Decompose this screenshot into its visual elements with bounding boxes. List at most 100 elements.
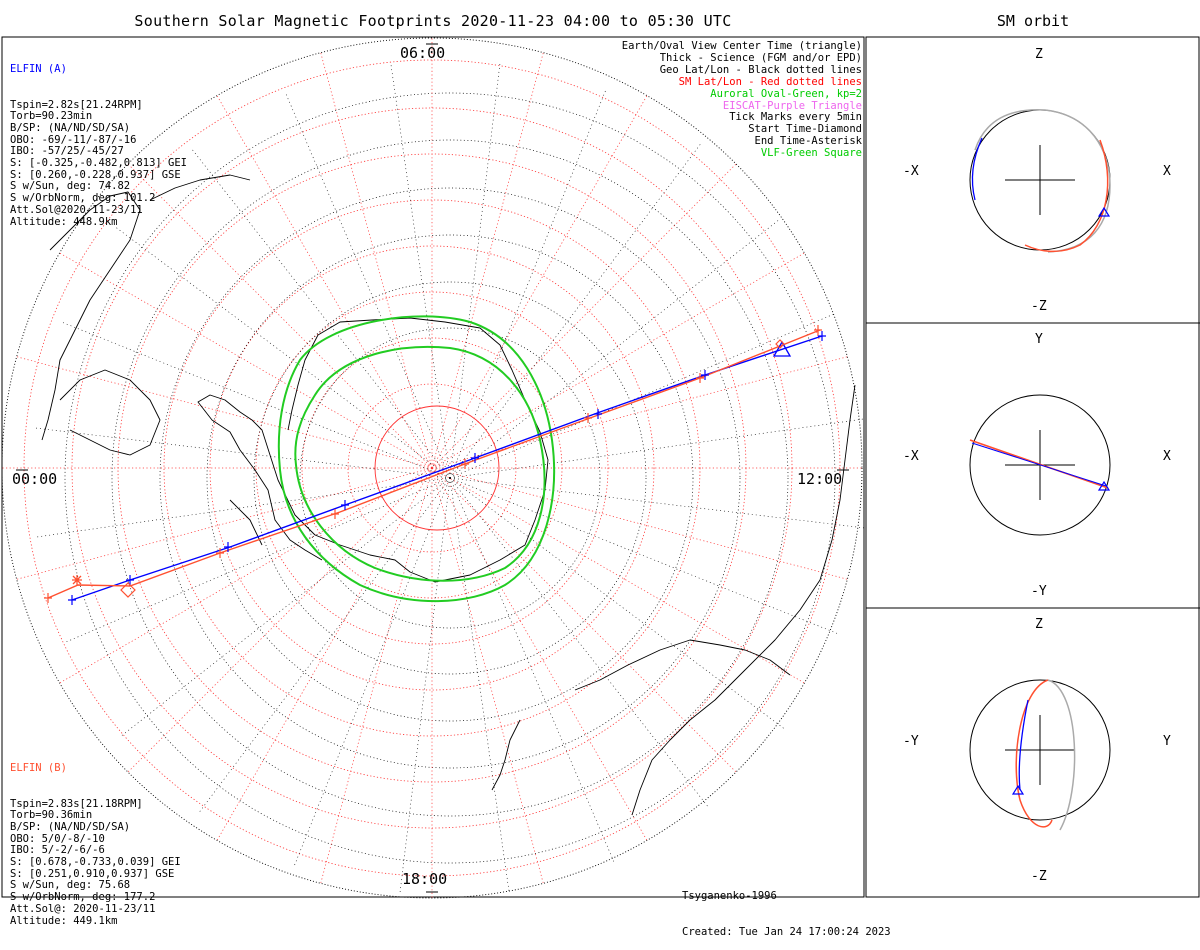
- geo-lat-circle-3: [206, 234, 694, 722]
- geo-meridian-17: [390, 62, 451, 479]
- elfin-b-line-4: IBO: 5/-2/-6/-6: [10, 844, 105, 857]
- elfin-b-info: ELFIN (B) Tspin=2.83s[21.18RPM] Torb=90.3…: [10, 740, 181, 939]
- coastline-3: [631, 384, 856, 816]
- map-grid: [1, 37, 868, 899]
- geo-meridian-11: [34, 477, 451, 538]
- geo-meridian-22: [449, 312, 837, 479]
- credit-block: Tsyganenko-1996 Created: Tue Jan 24 17:0…: [682, 866, 891, 950]
- geo-meridian-18: [449, 60, 501, 479]
- coastline-2: [59, 369, 161, 456]
- elfin-b-line-1: Torb=90.36min: [10, 809, 93, 822]
- elfin-a-line-2: B/SP: (NA/ND/SD/SA): [10, 121, 131, 134]
- elfin-b-tick-4: [584, 413, 592, 423]
- elfin-a-line-6: S: [0.260,-0.228,0.937] GSE: [10, 168, 181, 181]
- geo-meridian-15: [190, 147, 451, 479]
- elfin-a-line-1: Torb=90.23min: [10, 110, 93, 123]
- orbit-triangle-1: [1097, 480, 1111, 491]
- elfin-a-center-triangle: [772, 340, 792, 357]
- geo-meridian-3: [449, 477, 710, 809]
- geo-outer-circle: [1, 37, 863, 899]
- coastline-6: [149, 174, 251, 201]
- orbit-trace-b-0: [1024, 139, 1109, 253]
- sm-lat-circle-3: [163, 199, 701, 737]
- elfin-b-line-3: OBO: 5/0/-8/-10: [10, 832, 105, 845]
- sm-meridian-8: [216, 467, 433, 841]
- time-label-top: 06:00: [400, 44, 445, 62]
- sm-meridian-13: [16, 356, 433, 469]
- orbit-panels: Z -Z -X X Y -Y -X X Z -Z -Y Y: [903, 47, 1171, 884]
- elfin-b-tick-1: [216, 548, 224, 558]
- orbit-trace-gray-0: [974, 109, 1111, 253]
- orbit-trace-a-1: [971, 442, 1107, 487]
- elfin-b-line-5: S: [0.678,-0.733,0.039] GEI: [10, 856, 181, 869]
- orbit-panel-0: Z -Z -X X: [903, 47, 1171, 314]
- elfin-a-line-9: Att.Sol@2020-11-23/11: [10, 203, 143, 216]
- auroral-oval-outer: [277, 315, 556, 603]
- elfin-a-header: ELFIN (A): [10, 63, 67, 76]
- geo-meridian-16: [284, 91, 451, 479]
- sm-meridian-10: [59, 467, 433, 684]
- legend-item-0: Earth/Oval View Center Time (triangle): [621, 40, 862, 52]
- elfin-a-tick-3: [341, 500, 349, 510]
- geo-meridian-21: [449, 218, 781, 479]
- orbit-frame: [865, 36, 1200, 898]
- geo-meridian-9: [119, 477, 451, 738]
- legend-item-3: SM Lat/Lon - Red dotted lines: [678, 75, 862, 88]
- geo-meridian-5: [449, 477, 510, 894]
- elfin-a-tick-1: [126, 575, 134, 585]
- sm-meridian-17: [320, 52, 433, 469]
- sm-lat-circle-4: [209, 245, 655, 691]
- elfin-b-tick-5: [696, 373, 704, 383]
- sm-meridian-19: [431, 52, 544, 469]
- auroral-oval: [277, 315, 556, 603]
- elfin-a-line-4: IBO: -57/25/-45/27: [10, 145, 124, 158]
- geo-lat-circle-5: [299, 327, 601, 629]
- orbit-panel-title: SM orbit: [996, 12, 1070, 30]
- orbit-trace-a-0: [971, 137, 983, 201]
- geo-lat-circle-2: [159, 187, 741, 769]
- orbit-axis-bottom-0: -Z: [1031, 299, 1047, 314]
- elfin-a-line-0: Tspin=2.82s[21.24RPM]: [10, 98, 143, 111]
- elfin-a-info: ELFIN (A) Tspin=2.82s[21.24RPM] Torb=90.2…: [10, 41, 187, 240]
- time-label-left: 00:00: [12, 470, 57, 488]
- elfin-b-line-7: S w/Sun, deg: 75.68: [10, 879, 131, 892]
- coastline-5: [491, 719, 521, 791]
- elfin-a-tick-0: [68, 595, 76, 605]
- legend-item-2: Geo Lat/Lon - Black dotted lines: [659, 63, 862, 76]
- orbit-trace-a-2: [1018, 699, 1029, 791]
- elfin-a-track: [71, 335, 823, 601]
- orbit-panel-1: Y -Y -X X: [903, 332, 1171, 599]
- time-label-right: 12:00: [797, 470, 842, 488]
- legend-item-6: Tick Marks every 5min: [729, 111, 862, 124]
- orbit-axis-left-0: -X: [903, 164, 919, 179]
- elfin-b-tick-2: [331, 509, 339, 519]
- elfin-b-line-2: B/SP: (NA/ND/SD/SA): [10, 820, 131, 833]
- page-title: Southern Solar Magnetic Footprints 2020-…: [134, 12, 732, 30]
- orbit-triangle-2: [1011, 784, 1025, 795]
- orbit-axis-left-2: -Y: [903, 734, 919, 749]
- elfin-b-tick-6: [814, 325, 822, 335]
- elfin-b-line-6: S: [0.251,0.910,0.937] GSE: [10, 867, 175, 880]
- elfin-b-line-0: Tspin=2.83s[21.18RPM]: [10, 797, 143, 810]
- geo-lat-circle-1: [111, 139, 789, 817]
- elfin-a-line-8: S w/OrbNorm, deg: 101.2: [10, 192, 156, 205]
- created-label: Created: Tue Jan 24 17:00:24 2023: [682, 926, 891, 938]
- legend-item-9: VLF-Green Square: [760, 147, 862, 160]
- legend-item-1: Thick - Science (FGM and/or EPD): [659, 51, 862, 64]
- elfin-a-line-3: OBO: -69/-11/-87/-16: [10, 133, 137, 146]
- sm-meridian-9: [127, 467, 433, 773]
- coastline-7: [229, 499, 263, 546]
- orbit-axis-bottom-1: -Y: [1031, 584, 1047, 599]
- coastlines: [41, 174, 856, 816]
- orbit-axis-top-1: Y: [1035, 332, 1043, 347]
- sm-lat-circle-5: [255, 291, 609, 645]
- geo-lat-circle-4: [253, 281, 647, 675]
- legend-item-8: End Time-Asterisk: [754, 135, 862, 148]
- orbit-axis-right-0: X: [1163, 164, 1171, 179]
- earth-circle-2: [969, 679, 1111, 821]
- geo-meridian-6: [399, 477, 451, 896]
- elfin-a-tick-2: [224, 542, 232, 552]
- elfin-b-tick-3: [461, 459, 469, 469]
- elfin-b-tick-0: [44, 593, 52, 603]
- coastline-4: [574, 639, 791, 691]
